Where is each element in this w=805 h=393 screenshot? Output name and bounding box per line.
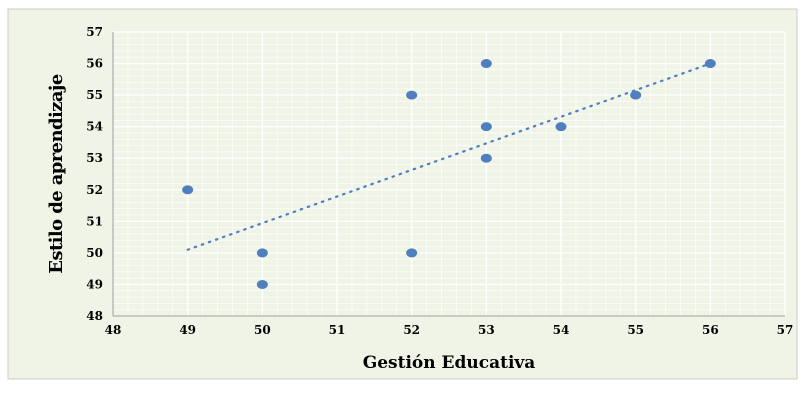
x-tick-label: 51 xyxy=(329,323,346,337)
y-tick-label: 57 xyxy=(86,25,103,39)
data-point xyxy=(256,279,268,289)
x-tick-label: 53 xyxy=(478,323,495,337)
data-point xyxy=(406,90,418,100)
x-tick-label: 52 xyxy=(403,323,420,337)
trendline xyxy=(186,62,712,251)
x-tick-label: 56 xyxy=(702,323,719,337)
data-point xyxy=(182,185,194,195)
plot-area xyxy=(113,32,785,316)
y-tick-label: 54 xyxy=(86,120,103,134)
x-tick-label: 54 xyxy=(553,323,570,337)
y-tick-label: 50 xyxy=(86,246,103,260)
data-point xyxy=(630,90,642,100)
y-tick-label: 52 xyxy=(86,183,103,197)
data-point xyxy=(480,153,492,163)
trendline-group xyxy=(186,62,712,251)
x-tick-label: 48 xyxy=(105,323,122,337)
y-tick-label: 56 xyxy=(86,57,103,71)
y-tick-label: 53 xyxy=(86,151,103,165)
data-point xyxy=(555,122,567,132)
y-tick-label: 48 xyxy=(86,309,103,323)
x-tick-label: 49 xyxy=(179,323,196,337)
data-point xyxy=(480,59,492,69)
y-tick-label: 49 xyxy=(86,277,103,291)
x-tick-label: 55 xyxy=(627,323,644,337)
x-axis-title: Gestión Educativa xyxy=(363,353,536,373)
data-point xyxy=(480,122,492,132)
axes xyxy=(112,32,785,317)
data-point xyxy=(704,59,716,69)
data-points xyxy=(182,59,716,289)
y-tick-label: 55 xyxy=(86,88,103,102)
data-point xyxy=(256,248,268,258)
x-tick-label: 50 xyxy=(254,323,271,337)
gridlines xyxy=(112,31,786,317)
tick-labels: 48 49 50 51 52 53 54 55 56 57 48 49 50 51 52 53 54 55 56 57 xyxy=(86,25,793,337)
y-tick-label: 51 xyxy=(86,214,103,228)
data-point xyxy=(406,248,418,258)
y-axis-title: Estilo de aprendizaje xyxy=(46,74,67,274)
x-tick-label: 57 xyxy=(777,323,794,337)
